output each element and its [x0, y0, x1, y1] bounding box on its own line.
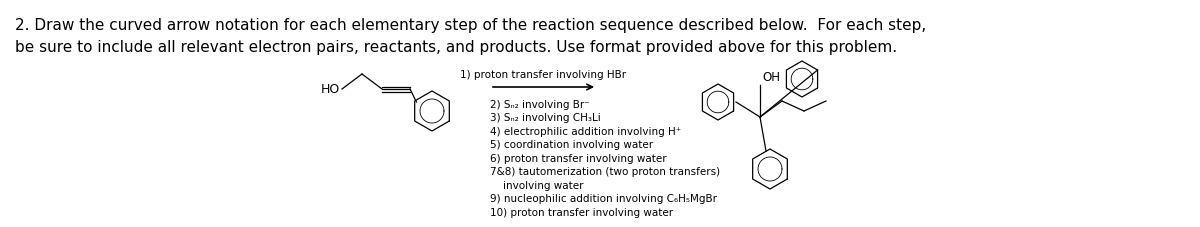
Text: HO: HO — [320, 83, 340, 96]
Text: involving water: involving water — [490, 180, 583, 190]
Text: OH: OH — [762, 71, 780, 84]
Text: be sure to include all relevant electron pairs, reactants, and products. Use for: be sure to include all relevant electron… — [14, 40, 898, 55]
Text: 1) proton transfer involving HBr: 1) proton transfer involving HBr — [461, 70, 626, 80]
Text: 2) Sₙ₂ involving Br⁻: 2) Sₙ₂ involving Br⁻ — [490, 100, 589, 109]
Text: 5) coordination involving water: 5) coordination involving water — [490, 140, 653, 150]
Text: 9) nucleophilic addition involving C₆H₅MgBr: 9) nucleophilic addition involving C₆H₅M… — [490, 194, 718, 204]
Text: 2. Draw the curved arrow notation for each elementary step of the reaction seque: 2. Draw the curved arrow notation for ea… — [14, 18, 926, 33]
Text: 3) Sₙ₂ involving CH₃Li: 3) Sₙ₂ involving CH₃Li — [490, 113, 601, 123]
Text: 6) proton transfer involving water: 6) proton transfer involving water — [490, 153, 667, 163]
Text: 10) proton transfer involving water: 10) proton transfer involving water — [490, 207, 673, 217]
Text: 4) electrophilic addition involving H⁺: 4) electrophilic addition involving H⁺ — [490, 126, 682, 136]
Text: 7&8) tautomerization (two proton transfers): 7&8) tautomerization (two proton transfe… — [490, 167, 720, 177]
